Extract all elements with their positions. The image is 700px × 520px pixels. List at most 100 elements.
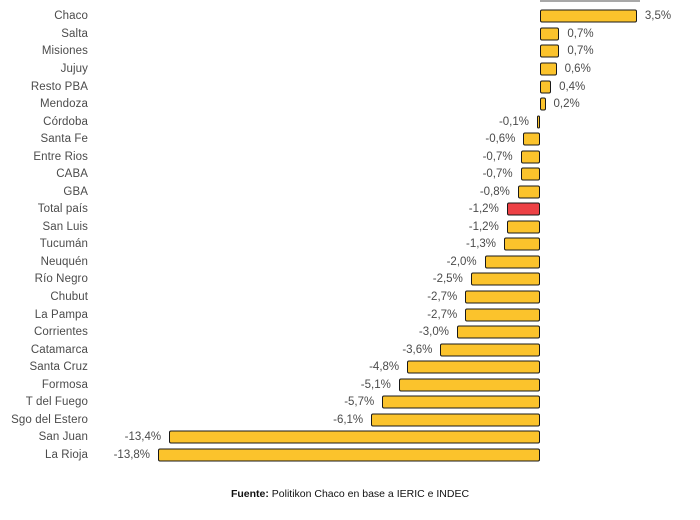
bar [540, 9, 637, 23]
bar [398, 378, 540, 392]
category-label: Resto PBA [30, 80, 88, 93]
category-label: Sgo del Estero [11, 413, 88, 426]
value-label: -1,2% [468, 220, 499, 233]
chart-row: La Pampa -2,7% [0, 306, 700, 324]
value-label: -1,3% [465, 238, 497, 251]
category-label: La Pampa [34, 308, 88, 321]
category-label: CABA [56, 168, 88, 181]
bar [440, 343, 540, 357]
value-label: -3,0% [418, 326, 449, 339]
chart-row: Total país -1,2% [0, 201, 700, 219]
chart-row: Chaco 3,5% [0, 8, 700, 26]
category-label: San Juan [38, 431, 88, 444]
bar [382, 395, 540, 409]
value-label: 0,7% [567, 27, 594, 40]
bar [540, 44, 560, 58]
value-label: -2,7% [427, 308, 458, 321]
category-label: Total país [37, 203, 88, 216]
value-label: -0,7% [482, 150, 513, 163]
category-label: Catamarca [30, 343, 88, 356]
bar [484, 255, 540, 269]
bar [540, 27, 560, 41]
category-label: Córdoba [43, 115, 88, 128]
top-border-line [540, 0, 640, 2]
category-label: GBA [63, 185, 88, 198]
bar [158, 448, 540, 462]
category-label: Río Negro [34, 273, 88, 286]
chart-row: Jujuy 0,6% [0, 60, 700, 78]
value-label: -4,8% [369, 361, 400, 374]
chart-row: Misiones 0,7% [0, 43, 700, 61]
chart-row: Resto PBA 0,4% [0, 78, 700, 96]
value-label: 0,6% [564, 62, 591, 75]
chart-row: La Rioja -13,8% [0, 446, 700, 464]
bar [506, 220, 540, 234]
category-label: San Luis [42, 220, 88, 233]
chart-row: Formosa -5,1% [0, 376, 700, 394]
bar-chart: Chaco 3,5% Salta 0,7% Misiones 0,7% Jujuy 0,6% R… [0, 8, 700, 464]
source-note: Fuente: Politikon Chaco en base a IERIC … [0, 488, 700, 500]
value-label: -2,7% [427, 291, 458, 303]
chart-row: San Juan -13,4% [0, 429, 700, 447]
category-label: Mendoza [39, 98, 88, 111]
chart-row: CABA -0,7% [0, 165, 700, 183]
chart-row: GBA -0,8% [0, 183, 700, 201]
value-label: -2,5% [432, 273, 463, 286]
chart-row: Sgo del Estero -6,1% [0, 411, 700, 429]
category-label: Chaco [54, 10, 88, 23]
value-label: -5,7% [344, 396, 375, 409]
value-label: 0,2% [553, 98, 580, 111]
bar [517, 185, 540, 199]
value-label: 0,4% [559, 80, 586, 93]
category-label: Salta [61, 27, 88, 40]
bar [465, 290, 540, 304]
bar [520, 150, 540, 164]
chart-row: Catamarca -3,6% [0, 341, 700, 359]
bar [371, 413, 540, 427]
bar [470, 272, 540, 286]
value-label: -1,2% [468, 203, 499, 216]
value-label: -5,1% [360, 378, 391, 391]
chart-row: Tucumán -1,3% [0, 236, 700, 254]
category-label: Tucumán [39, 238, 88, 251]
source-text: Politikon Chaco en base a IERIC e INDEC [268, 488, 470, 500]
highlighted-bar [506, 202, 540, 216]
bar [407, 360, 540, 374]
chart-row: Entre Rios -0,7% [0, 148, 700, 166]
category-label: Entre Rios [33, 150, 88, 163]
chart-row: Chubut -2,7% [0, 288, 700, 306]
value-label: -0,8% [479, 185, 510, 198]
bar [540, 97, 546, 111]
value-label: -13,4% [124, 431, 162, 444]
category-label: Misiones [41, 45, 88, 58]
source-label: Fuente: [230, 488, 269, 500]
chart-row: Río Negro -2,5% [0, 271, 700, 289]
bar [540, 80, 552, 94]
bar [169, 430, 540, 444]
chart-row: Córdoba -0,1% [0, 113, 700, 131]
category-label: La Rioja [45, 448, 88, 461]
value-label: 0,7% [567, 45, 594, 58]
chart-row: Santa Fe -0,6% [0, 130, 700, 148]
category-label: T del Fuego [25, 396, 88, 409]
bar [537, 115, 540, 129]
category-label: Corrientes [33, 326, 88, 339]
bar [456, 325, 540, 339]
chart-row: Salta 0,7% [0, 25, 700, 43]
bar [465, 308, 540, 322]
category-label: Chubut [50, 291, 88, 303]
chart-row: T del Fuego -5,7% [0, 393, 700, 411]
category-label: Santa Fe [40, 133, 88, 146]
chart-row: Santa Cruz -4,8% [0, 358, 700, 376]
value-label: -0,7% [482, 168, 513, 181]
bar [504, 237, 540, 251]
value-label: -2,0% [446, 255, 477, 268]
chart-row: San Luis -1,2% [0, 218, 700, 236]
category-label: Jujuy [60, 62, 88, 75]
value-label: 3,5% [644, 10, 672, 23]
bar [523, 132, 540, 146]
value-label: -0,6% [485, 133, 516, 146]
category-label: Neuquén [40, 255, 88, 268]
value-label: -13,8% [113, 448, 151, 461]
